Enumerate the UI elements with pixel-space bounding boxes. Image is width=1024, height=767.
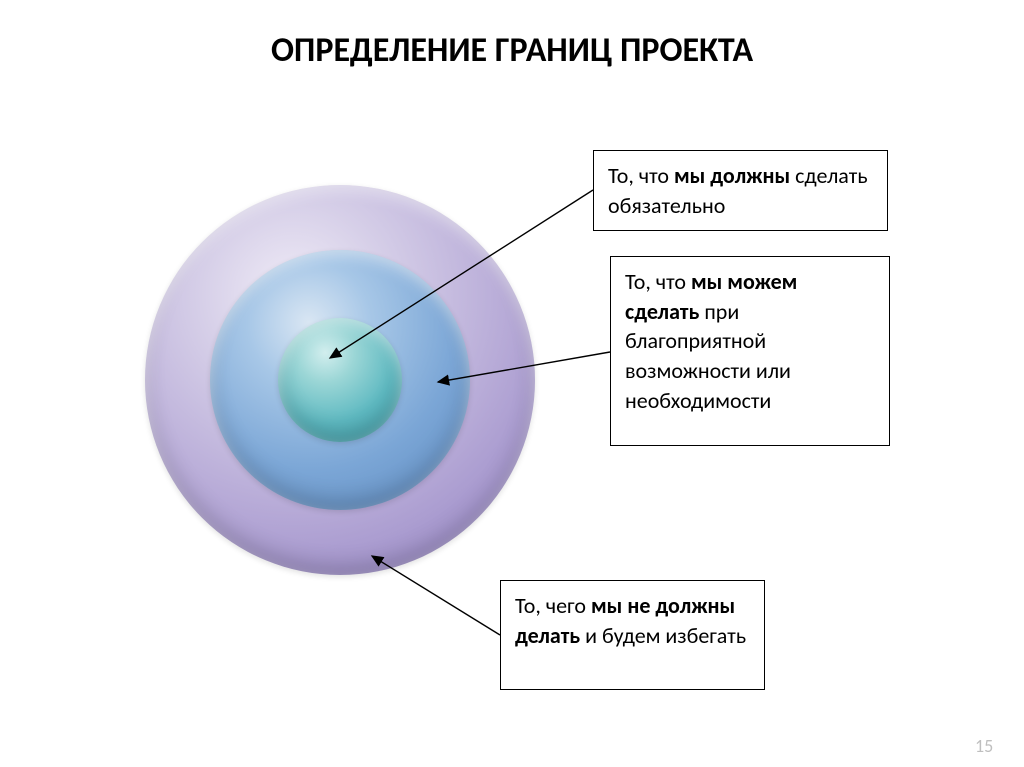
label-prefix: То, что [608,162,674,189]
label-text-must: То, что мы должны сделать обязательно [608,161,873,220]
label-box-must: То, что мы должны сделать обязательно [593,150,888,231]
label-suffix: и будем избегать [580,622,746,649]
label-text-must-not: То, чего мы не должны делать и будем изб… [515,591,750,650]
label-prefix: То, чего [515,592,591,619]
circle-inner [278,318,402,442]
label-box-can: То, что мы можем сделать при благоприятн… [610,256,890,446]
label-prefix: То, что [625,268,691,295]
page-title: ОПРЕДЕЛЕНИЕ ГРАНИЦ ПРОЕКТА [0,30,1024,71]
label-bold: мы должны [674,162,790,189]
label-text-can: То, что мы можем сделать при благоприятн… [625,267,875,415]
label-box-must-not: То, чего мы не должны делать и будем изб… [500,580,765,690]
page-number: 15 [975,735,993,757]
